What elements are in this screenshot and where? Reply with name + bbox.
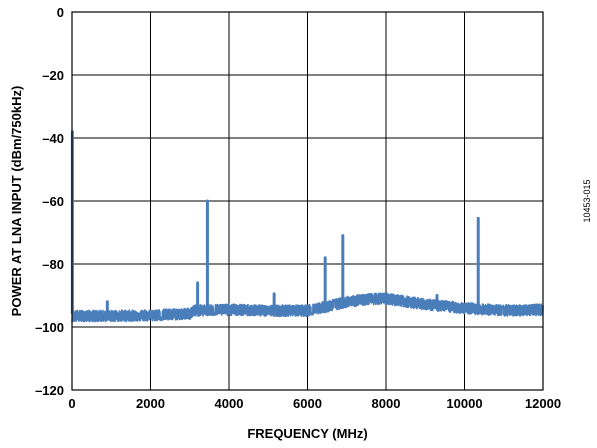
figure-id: 10453-015: [582, 179, 592, 222]
x-tick-label: 6000: [293, 396, 322, 411]
x-tick-label: 8000: [372, 396, 401, 411]
y-tick-label: –20: [42, 68, 64, 83]
x-tick-label: 4000: [215, 396, 244, 411]
y-tick-label: –120: [35, 383, 64, 398]
plot-frame: [71, 11, 544, 391]
x-tick-label: 0: [68, 396, 75, 411]
grid-lines: [71, 11, 544, 391]
y-tick-label: –40: [42, 131, 64, 146]
y-tick-label: 0: [57, 5, 64, 20]
y-tick-labels: 0 –20 –40 –60 –80 –100 –120: [35, 5, 64, 398]
y-tick-label: –60: [42, 194, 64, 209]
x-axis-label: FREQUENCY (MHz): [247, 426, 367, 441]
x-tick-label: 12000: [525, 396, 561, 411]
y-tick-label: –100: [35, 320, 64, 335]
x-tick-label: 2000: [136, 396, 165, 411]
y-tick-label: –80: [42, 257, 64, 272]
x-tick-label: 10000: [446, 396, 482, 411]
x-tick-labels: 0 2000 4000 6000 8000 10000 12000: [68, 396, 561, 411]
y-axis-label: POWER AT LNA INPUT (dBm/750kHz): [9, 86, 24, 317]
noise-floor-series: [71, 292, 544, 323]
